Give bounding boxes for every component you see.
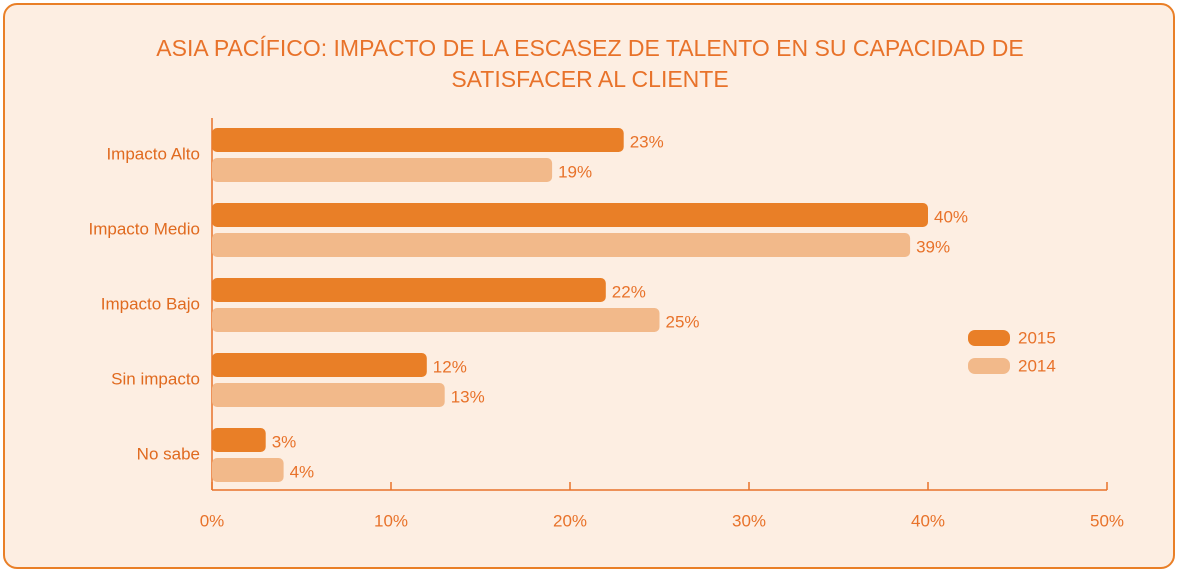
bar bbox=[212, 233, 911, 257]
bar bbox=[212, 458, 284, 482]
bar bbox=[212, 308, 660, 332]
y-tick-label: No sabe bbox=[137, 444, 200, 463]
legend-swatch bbox=[968, 330, 1010, 346]
value-label: 39% bbox=[916, 237, 950, 256]
bar bbox=[212, 353, 427, 377]
bar bbox=[212, 428, 266, 452]
bar bbox=[212, 158, 553, 182]
y-tick-label: Impacto Bajo bbox=[101, 294, 200, 313]
value-label: 23% bbox=[630, 132, 664, 151]
x-tick-label: 0% bbox=[200, 511, 225, 530]
y-tick-label: Sin impacto bbox=[111, 369, 200, 388]
y-tick-label: Impacto Alto bbox=[106, 144, 200, 163]
bar bbox=[212, 203, 928, 227]
bar bbox=[212, 278, 606, 302]
legend-label: 2015 bbox=[1018, 328, 1056, 347]
chart-title: ASIA PACÍFICO: IMPACTO DE LA ESCASEZ DE … bbox=[156, 35, 1024, 92]
value-label: 40% bbox=[934, 207, 968, 226]
x-tick-label: 20% bbox=[553, 511, 587, 530]
y-tick-label: Impacto Medio bbox=[89, 219, 201, 238]
bar bbox=[212, 383, 445, 407]
value-label: 13% bbox=[451, 387, 485, 406]
value-label: 22% bbox=[612, 282, 646, 301]
value-label: 12% bbox=[433, 357, 467, 376]
value-label: 25% bbox=[666, 312, 700, 331]
x-tick-label: 30% bbox=[732, 511, 766, 530]
x-tick-label: 10% bbox=[374, 511, 408, 530]
legend-label: 2014 bbox=[1018, 356, 1056, 375]
x-tick-label: 40% bbox=[911, 511, 945, 530]
x-tick-label: 50% bbox=[1090, 511, 1124, 530]
value-label: 4% bbox=[290, 462, 315, 481]
value-label: 3% bbox=[272, 432, 297, 451]
value-label: 19% bbox=[558, 162, 592, 181]
bar bbox=[212, 128, 624, 152]
legend-swatch bbox=[968, 358, 1010, 374]
